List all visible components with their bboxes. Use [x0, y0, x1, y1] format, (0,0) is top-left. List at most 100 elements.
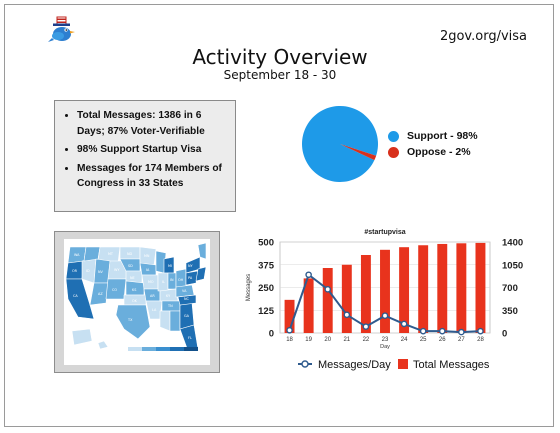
- uncle-sam-bird-logo: [48, 16, 75, 42]
- pie-legend: Support - 98% Oppose - 2%: [388, 128, 478, 160]
- summary-item-support: 98% Support Startup Visa: [77, 142, 229, 158]
- line-point: [458, 328, 465, 336]
- svg-text:IL: IL: [162, 280, 165, 284]
- svg-text:WA: WA: [74, 253, 80, 257]
- svg-text:OR: OR: [72, 269, 78, 273]
- legend-oppose-label: Oppose - 2%: [407, 146, 471, 158]
- svg-text:GA: GA: [184, 314, 190, 318]
- x-axis-label: Day: [380, 344, 390, 350]
- us-map-frame: WA OR CA ID NV MT WY CO AZ ND SD NE KS OK TX MN IA M…: [54, 231, 220, 373]
- svg-text:TN: TN: [167, 304, 173, 308]
- svg-text:NC: NC: [184, 297, 190, 301]
- legend-total-messages: Total Messages: [413, 359, 490, 371]
- y-tick-right: 1400: [502, 238, 523, 249]
- bar-total-messages: [475, 242, 486, 333]
- y-tick-right: 350: [502, 306, 518, 317]
- date-range: September 18 - 30: [223, 68, 337, 82]
- legend-support-label: Support - 98%: [407, 130, 478, 142]
- svg-text:IN: IN: [170, 278, 174, 282]
- support-pie-chart: [302, 106, 378, 183]
- oppose-dot-icon: [388, 146, 399, 158]
- us-map: WA OR CA ID NV MT WY CO AZ ND SD NE KS OK TX MN IA M…: [64, 239, 210, 365]
- y-tick-right: 0: [502, 329, 507, 340]
- legend-messages-per-day: Messages/Day: [318, 359, 391, 371]
- pie-slice-support: [302, 106, 378, 183]
- svg-text:NV: NV: [98, 270, 104, 274]
- svg-text:TX: TX: [127, 318, 133, 322]
- x-tick: 18: [286, 337, 293, 343]
- legend-oppose: Oppose - 2%: [388, 144, 478, 160]
- svg-text:AR: AR: [150, 294, 155, 298]
- svg-text:OH: OH: [178, 278, 184, 282]
- svg-text:OK: OK: [132, 299, 138, 303]
- bar-total-messages: [437, 243, 448, 333]
- svg-text:FL: FL: [188, 336, 192, 340]
- y-tick-right: 1050: [502, 260, 523, 271]
- x-tick: 26: [439, 337, 446, 343]
- line-point: [305, 271, 312, 279]
- bar-total-messages: [456, 243, 467, 333]
- legend-bar-swatch: [398, 359, 408, 369]
- svg-text:CA: CA: [73, 294, 78, 298]
- line-point: [362, 323, 370, 330]
- x-tick: 25: [420, 337, 427, 343]
- svg-text:ID: ID: [86, 269, 90, 273]
- summary-box: Total Messages: 1386 in 6 Days; 87% Vote…: [54, 100, 236, 212]
- line-point: [343, 311, 351, 319]
- svg-text:KY: KY: [166, 294, 171, 298]
- legend-support: Support - 98%: [388, 128, 478, 144]
- summary-item-congress: Messages for 174 Members of Congress in …: [77, 161, 229, 192]
- svg-text:VA: VA: [182, 289, 187, 293]
- us-map-graphic: WA OR CA ID NV MT WY CO AZ ND SD NE KS OK TX MN IA M…: [65, 242, 207, 352]
- svg-text:MN: MN: [144, 254, 150, 258]
- x-tick: 21: [343, 337, 350, 343]
- chart-title: #startupvisa: [364, 229, 405, 236]
- page-title: Activity Overview: [192, 45, 368, 69]
- x-tick: 23: [382, 337, 389, 343]
- support-dot-icon: [388, 130, 399, 142]
- x-tick: 19: [305, 337, 312, 343]
- y-tick-left: 125: [258, 306, 275, 317]
- svg-text:NY: NY: [188, 264, 194, 268]
- bar-total-messages: [380, 249, 390, 333]
- svg-text:ND: ND: [127, 252, 133, 256]
- site-url[interactable]: 2gov.org/visa: [439, 29, 527, 44]
- line-point: [477, 327, 484, 335]
- line-point: [324, 286, 332, 293]
- y-tick-left: 250: [258, 283, 274, 294]
- svg-text:PA: PA: [188, 276, 193, 280]
- svg-text:CO: CO: [112, 288, 117, 292]
- bar-total-messages: [360, 255, 371, 333]
- summary-list: Total Messages: 1386 in 6 Days; 87% Vote…: [61, 108, 229, 192]
- bar-total-messages: [284, 299, 295, 333]
- line-point: [381, 312, 389, 320]
- svg-text:NE: NE: [130, 276, 135, 280]
- bar-total-messages: [399, 247, 410, 333]
- svg-text:MT: MT: [108, 252, 114, 256]
- x-tick: 24: [401, 337, 408, 343]
- startupvisa-combo-chart: #startupvisa 0 0 125 350 250 700 375 1050 500 1400…: [246, 229, 523, 371]
- y-tick-left: 375: [258, 260, 275, 271]
- svg-text:AZ: AZ: [98, 292, 103, 296]
- x-tick: 27: [458, 337, 465, 343]
- svg-text:WY: WY: [114, 268, 120, 272]
- line-point: [438, 327, 446, 335]
- legend-line-marker: [301, 360, 309, 368]
- y-tick-left: 500: [258, 238, 274, 249]
- svg-text:KS: KS: [132, 288, 136, 292]
- svg-text:IA: IA: [146, 268, 150, 272]
- y-tick-left: 0: [269, 329, 274, 340]
- y-axis-label: Messages: [246, 274, 252, 301]
- summary-item-total: Total Messages: 1386 in 6 Days; 87% Vote…: [77, 108, 229, 139]
- bar-total-messages: [303, 278, 314, 333]
- x-tick: 28: [477, 337, 484, 343]
- x-tick: 22: [363, 337, 370, 343]
- svg-text:SD: SD: [128, 264, 133, 268]
- bar-total-messages: [341, 264, 352, 333]
- x-tick: 20: [324, 337, 331, 343]
- svg-text:MI: MI: [168, 264, 172, 268]
- line-point: [286, 326, 293, 334]
- bar-total-messages: [418, 245, 429, 333]
- y-tick-right: 700: [502, 283, 518, 294]
- svg-text:LA: LA: [152, 308, 157, 312]
